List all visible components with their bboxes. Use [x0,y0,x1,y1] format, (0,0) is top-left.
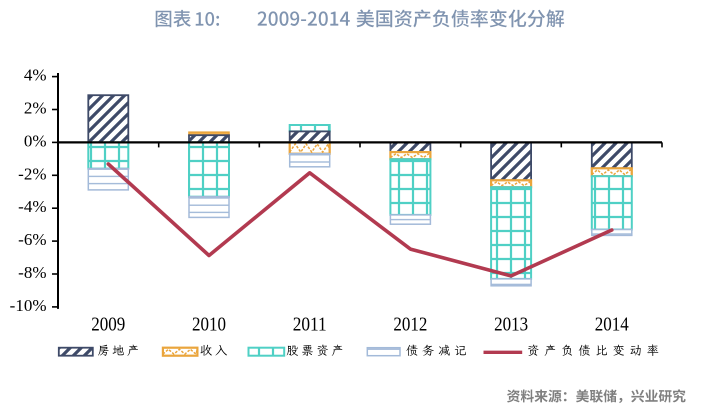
svg-text:2014: 2014 [595,315,629,336]
svg-text:-2%: -2% [18,164,46,183]
svg-text:0%: 0% [24,131,47,150]
svg-text:-6%: -6% [18,230,46,249]
svg-text:2011: 2011 [293,315,327,336]
svg-text:-8%: -8% [18,263,46,282]
svg-text:2013: 2013 [494,315,528,336]
svg-text:2%: 2% [24,99,47,118]
svg-text:-4%: -4% [18,197,46,216]
svg-text:2012: 2012 [393,315,427,336]
svg-text:2010: 2010 [192,315,226,336]
svg-text:2009: 2009 [91,315,125,336]
svg-text:4%: 4% [24,66,47,85]
svg-text:-10%: -10% [10,296,47,315]
